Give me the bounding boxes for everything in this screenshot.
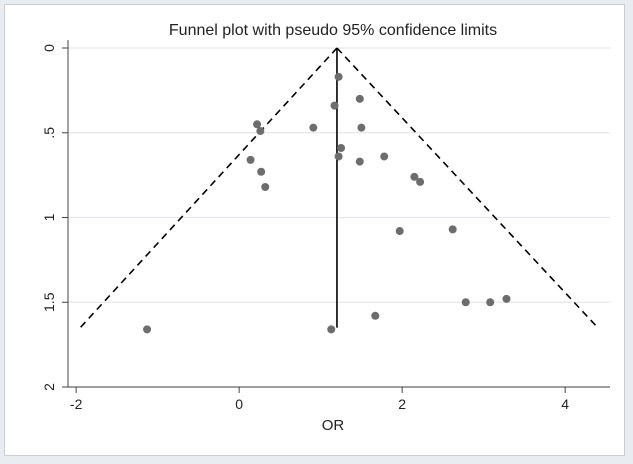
study-point [486, 298, 495, 307]
study-point [416, 177, 425, 186]
study-point [334, 152, 343, 161]
study-point [309, 123, 318, 132]
study-point [380, 152, 389, 161]
study-point [143, 325, 152, 334]
funnel-plot: Funnel plot with pseudo 95% confidence l… [41, 22, 610, 434]
study-point [330, 101, 339, 110]
axes-layer: 0 .5 1 1.5 2 -2 0 2 4 [41, 40, 610, 412]
y-tick-label: .5 [41, 127, 57, 139]
study-point [355, 157, 364, 166]
y-tick-label: 2 [41, 383, 57, 391]
study-point [246, 155, 255, 164]
x-tick-label: -2 [70, 396, 83, 412]
x-tick-label: 0 [235, 396, 243, 412]
chart-frame: Funnel plot with pseudo 95% confidence l… [4, 4, 625, 456]
y-tick-label: 1.5 [41, 292, 57, 312]
study-point [410, 172, 419, 181]
x-tick-label: 4 [561, 396, 569, 412]
study-point [357, 123, 366, 132]
y-tick-label: 1 [41, 213, 57, 221]
study-point [355, 94, 364, 103]
study-point [502, 294, 511, 303]
funnel-lines [79, 47, 599, 329]
study-point [327, 325, 336, 334]
study-point [448, 225, 457, 234]
x-tick-label: 2 [398, 396, 406, 412]
chart-title: Funnel plot with pseudo 95% confidence l… [169, 22, 497, 39]
data-points [143, 72, 511, 334]
study-point [261, 182, 270, 191]
upper-confidence-limit [336, 47, 599, 329]
study-point [257, 167, 266, 176]
lower-confidence-limit [79, 47, 338, 329]
study-point [461, 298, 470, 307]
x-axis-title: OR [322, 417, 345, 434]
y-tick-label: 0 [41, 44, 57, 52]
study-point [253, 120, 262, 129]
grid-layer [68, 47, 610, 388]
study-point [337, 144, 346, 153]
study-point [371, 311, 380, 320]
study-point [334, 72, 343, 81]
study-point [395, 227, 404, 236]
study-point [256, 127, 265, 136]
